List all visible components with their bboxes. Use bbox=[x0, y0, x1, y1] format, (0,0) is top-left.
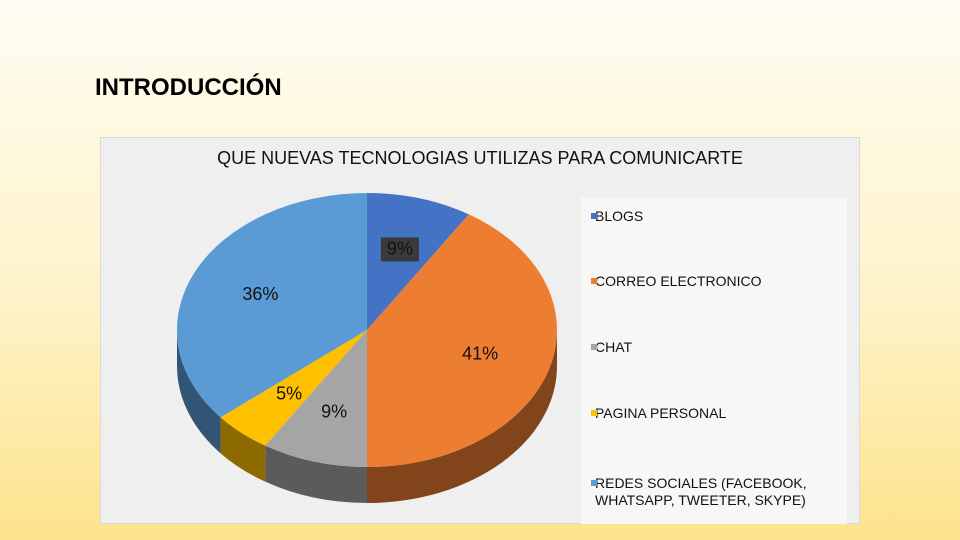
data-label-1: 41% bbox=[462, 344, 498, 364]
legend-item: BLOGS bbox=[591, 208, 851, 225]
pie-side-4 bbox=[177, 330, 221, 454]
legend-label: CHAT bbox=[595, 339, 633, 355]
legend-label: CORREO ELECTRONICO bbox=[595, 273, 762, 289]
data-label-2: 9% bbox=[321, 402, 347, 422]
chart-frame: QUE NUEVAS TECNOLOGIAS UTILIZAS PARA COM… bbox=[100, 137, 860, 524]
pie-side-1 bbox=[367, 330, 557, 503]
pie-slice-0 bbox=[367, 193, 469, 330]
legend-swatch bbox=[591, 344, 597, 350]
data-label-4: 36% bbox=[242, 284, 278, 304]
legend-item: CHAT bbox=[591, 339, 851, 356]
legend-item: PAGINA PERSONAL bbox=[591, 405, 851, 422]
legend-swatch bbox=[591, 278, 597, 284]
legend-swatch bbox=[591, 480, 597, 486]
pie-slice-2 bbox=[265, 330, 367, 467]
data-label-0: 9% bbox=[387, 238, 413, 258]
pie-chart: 9% 41% 9% 5% 36% bbox=[176, 193, 558, 503]
slide-title: INTRODUCCIÓN bbox=[95, 74, 282, 101]
pie-side-3 bbox=[220, 417, 266, 482]
data-label-3: 5% bbox=[276, 384, 302, 404]
legend-swatch bbox=[591, 213, 597, 219]
legend-label: REDES SOCIALES (FACEBOOK, WHATSAPP, TWEE… bbox=[595, 475, 807, 508]
chart-legend: BLOGS CORREO ELECTRONICO CHAT PAGINA PERSON… bbox=[581, 198, 847, 524]
pie-side-2 bbox=[265, 445, 367, 503]
pie-slice-3 bbox=[220, 330, 367, 446]
legend-label: PAGINA PERSONAL bbox=[595, 405, 727, 421]
legend-swatch bbox=[591, 410, 597, 416]
data-label-bg-0 bbox=[380, 237, 419, 262]
legend-item: REDES SOCIALES (FACEBOOK, WHATSAPP, TWEE… bbox=[591, 475, 851, 509]
pie-slice-4 bbox=[176, 193, 367, 418]
chart-title: QUE NUEVAS TECNOLOGIAS UTILIZAS PARA COM… bbox=[217, 148, 743, 168]
legend-label: BLOGS bbox=[595, 208, 644, 224]
pie-slice-1 bbox=[367, 214, 558, 467]
legend-item: CORREO ELECTRONICO bbox=[591, 273, 851, 290]
